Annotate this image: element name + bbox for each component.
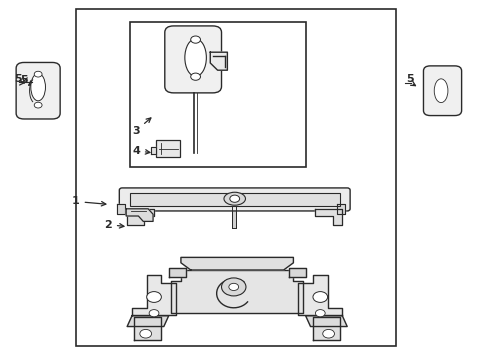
Polygon shape: [337, 204, 344, 214]
Text: 3: 3: [132, 118, 151, 136]
FancyBboxPatch shape: [16, 63, 60, 119]
Polygon shape: [150, 147, 156, 154]
Text: 5: 5: [20, 75, 28, 85]
Ellipse shape: [146, 292, 161, 302]
Polygon shape: [181, 257, 293, 270]
Text: 4: 4: [132, 146, 150, 156]
Bar: [129, 22, 305, 167]
Ellipse shape: [34, 71, 42, 77]
Ellipse shape: [221, 278, 245, 296]
Ellipse shape: [315, 310, 325, 317]
FancyBboxPatch shape: [164, 26, 221, 93]
Ellipse shape: [190, 36, 200, 43]
Ellipse shape: [34, 102, 42, 108]
Ellipse shape: [228, 283, 238, 291]
Polygon shape: [171, 270, 303, 313]
Polygon shape: [168, 268, 185, 277]
Ellipse shape: [312, 292, 327, 302]
Bar: [76, 9, 395, 346]
Polygon shape: [305, 316, 346, 327]
Ellipse shape: [224, 192, 245, 205]
Polygon shape: [298, 275, 342, 315]
Text: 2: 2: [104, 220, 124, 230]
Bar: [156, 140, 180, 157]
FancyBboxPatch shape: [119, 188, 349, 211]
Polygon shape: [132, 275, 176, 315]
Ellipse shape: [31, 73, 45, 101]
Bar: [129, 193, 339, 206]
Ellipse shape: [149, 310, 159, 317]
Ellipse shape: [140, 329, 151, 338]
Ellipse shape: [190, 73, 200, 80]
Ellipse shape: [184, 39, 206, 76]
Polygon shape: [127, 209, 154, 225]
Text: 1: 1: [72, 197, 105, 207]
Polygon shape: [126, 209, 153, 221]
FancyBboxPatch shape: [423, 66, 461, 116]
Polygon shape: [315, 209, 342, 225]
Polygon shape: [288, 268, 305, 277]
Ellipse shape: [433, 79, 447, 103]
Polygon shape: [117, 204, 124, 214]
Text: 5: 5: [405, 74, 413, 84]
Polygon shape: [312, 317, 339, 340]
Text: 5: 5: [15, 74, 22, 84]
Ellipse shape: [229, 195, 239, 202]
Polygon shape: [210, 52, 227, 70]
Polygon shape: [127, 316, 168, 327]
Ellipse shape: [322, 329, 334, 338]
Bar: [231, 192, 235, 228]
Polygon shape: [134, 317, 161, 340]
